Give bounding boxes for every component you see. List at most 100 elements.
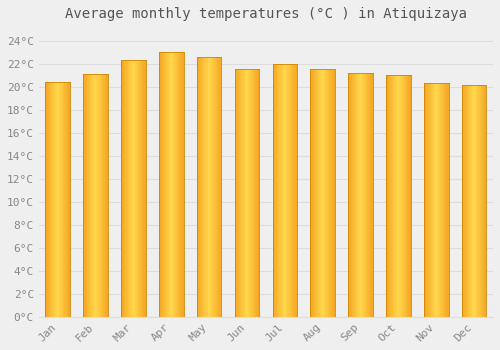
Bar xyxy=(66,82,67,317)
Bar xyxy=(289,64,290,317)
Bar xyxy=(200,57,201,317)
Bar xyxy=(201,57,202,317)
Bar xyxy=(353,73,354,317)
Bar xyxy=(122,60,123,317)
Bar xyxy=(440,83,441,317)
Bar xyxy=(432,83,433,317)
Bar xyxy=(466,85,468,317)
Bar xyxy=(328,69,330,317)
Bar xyxy=(349,73,350,317)
Bar xyxy=(205,57,206,317)
Bar xyxy=(275,64,276,317)
Bar xyxy=(464,85,465,317)
Bar xyxy=(485,85,486,317)
Bar xyxy=(220,57,222,317)
Bar xyxy=(405,75,406,317)
Bar xyxy=(388,75,390,317)
Bar xyxy=(206,57,208,317)
Bar xyxy=(167,52,168,317)
Bar xyxy=(441,83,442,317)
Bar xyxy=(386,75,387,317)
Bar xyxy=(131,60,132,317)
Bar xyxy=(162,52,163,317)
Bar xyxy=(350,73,352,317)
Bar xyxy=(174,52,176,317)
Bar xyxy=(334,69,335,317)
Bar xyxy=(170,52,172,317)
Bar xyxy=(321,69,322,317)
Bar xyxy=(181,52,182,317)
Bar xyxy=(257,69,258,317)
Bar xyxy=(272,64,274,317)
Bar xyxy=(136,60,138,317)
Bar xyxy=(47,82,48,317)
Bar xyxy=(218,57,219,317)
Bar xyxy=(51,82,52,317)
Bar xyxy=(180,52,181,317)
Bar xyxy=(284,64,285,317)
Bar xyxy=(360,73,362,317)
Bar xyxy=(332,69,334,317)
Bar xyxy=(283,64,284,317)
Bar xyxy=(89,74,90,317)
Bar xyxy=(173,52,174,317)
Bar xyxy=(330,69,331,317)
Bar xyxy=(478,85,479,317)
Bar xyxy=(127,60,128,317)
Bar xyxy=(67,82,68,317)
Bar xyxy=(182,52,183,317)
Bar xyxy=(312,69,313,317)
Bar xyxy=(280,64,281,317)
Bar xyxy=(402,75,404,317)
Bar xyxy=(144,60,145,317)
Bar xyxy=(198,57,200,317)
Bar xyxy=(288,64,289,317)
Bar xyxy=(202,57,203,317)
Bar xyxy=(215,57,216,317)
Bar xyxy=(52,82,53,317)
Bar xyxy=(465,85,466,317)
Bar xyxy=(130,60,131,317)
Bar xyxy=(103,74,104,317)
Bar xyxy=(369,73,370,317)
Bar xyxy=(325,69,326,317)
Bar xyxy=(97,74,98,317)
Bar xyxy=(68,82,69,317)
Bar xyxy=(211,57,212,317)
Bar xyxy=(390,75,391,317)
Bar xyxy=(46,82,47,317)
Bar xyxy=(61,82,62,317)
Bar xyxy=(216,57,218,317)
Bar xyxy=(370,73,371,317)
Bar xyxy=(210,57,211,317)
Bar xyxy=(469,85,470,317)
Bar xyxy=(372,73,373,317)
Bar xyxy=(367,73,368,317)
Bar xyxy=(400,75,401,317)
Bar xyxy=(399,75,400,317)
Bar xyxy=(100,74,102,317)
Bar xyxy=(54,82,56,317)
Bar xyxy=(96,74,97,317)
Bar xyxy=(102,74,103,317)
Bar xyxy=(368,73,369,317)
Bar xyxy=(316,69,317,317)
Bar xyxy=(256,69,257,317)
Bar xyxy=(395,75,396,317)
Bar xyxy=(409,75,410,317)
Bar xyxy=(159,52,160,317)
Bar xyxy=(286,64,288,317)
Bar xyxy=(62,82,64,317)
Bar xyxy=(392,75,394,317)
Bar xyxy=(212,57,214,317)
Bar xyxy=(172,52,173,317)
Bar xyxy=(88,74,89,317)
Bar xyxy=(406,75,408,317)
Bar xyxy=(442,83,443,317)
Bar xyxy=(123,60,124,317)
Bar xyxy=(317,69,318,317)
Bar xyxy=(472,85,474,317)
Bar xyxy=(243,69,244,317)
Bar xyxy=(214,57,215,317)
Bar xyxy=(90,74,92,317)
